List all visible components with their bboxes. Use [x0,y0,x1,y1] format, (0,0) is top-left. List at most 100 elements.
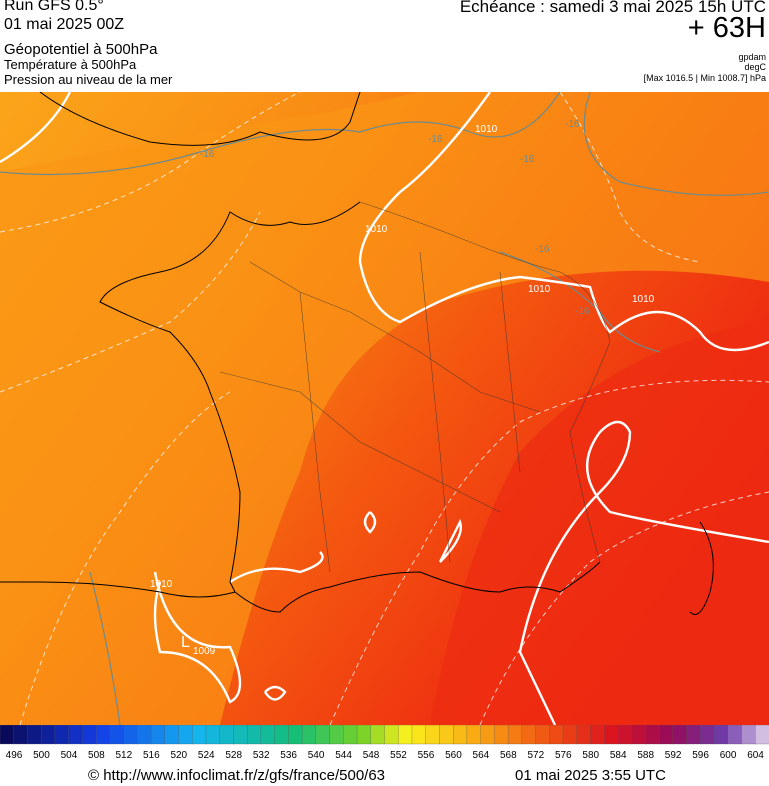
color-swatch [411,725,427,745]
color-swatch [301,725,317,745]
color-swatch [562,725,578,745]
color-swatch [288,725,303,745]
color-swatch [329,725,344,745]
unit: gpdam [738,52,766,62]
temperature-isolines [0,92,769,725]
color-swatch [398,725,413,745]
lead-time: + 63H [687,12,766,44]
color-swatch [700,725,715,745]
color-swatch [260,725,276,745]
colorbar-label: 560 [445,750,462,761]
color-swatch [658,725,674,745]
color-swatch [356,725,372,745]
isobars [0,92,769,725]
colorbar-label: 568 [500,750,517,761]
colorbar-label: 500 [33,750,50,761]
isotherm-label: -16 [565,119,580,130]
color-swatch [535,725,550,745]
color-swatch [13,725,29,745]
colorbar-label: 544 [335,750,352,761]
colorbar-label: 532 [253,750,270,761]
color-swatch [507,725,523,745]
colorbar-label: 604 [747,750,764,761]
colorbar-label: 552 [390,750,407,761]
isobar-label: 1010 [632,294,655,305]
color-swatch [109,725,125,745]
colorbar-label: 528 [225,750,242,761]
field: Géopotentiel à 500hPa [4,41,158,58]
color-swatch [384,725,399,745]
color-swatch [713,725,729,745]
isotherms [0,92,769,725]
colorbar-label: 596 [692,750,709,761]
color-swatch [631,725,647,745]
colorbar-label: 520 [170,750,187,761]
map: 1010 1010 1010 1010 1010 1009 L -16 -16 … [0,92,769,725]
color-swatch [178,725,193,745]
color-swatch [150,725,166,745]
color-swatch [123,725,138,745]
isobar-label: 1009 [193,646,216,657]
color-swatch [315,725,331,745]
color-swatch [617,725,633,745]
colorbar-label: 508 [88,750,105,761]
colorbar-label: 556 [418,750,435,761]
forecast: Echéance : samedi 3 mai 2025 15h UTC [459,0,766,16]
color-swatch [41,725,56,745]
color-swatch [576,725,592,745]
run-date: 01 mai 2025 00Z [4,16,125,33]
color-swatch [549,725,564,745]
color-swatch [274,725,290,745]
colorbar-label: 524 [198,750,215,761]
color-swatch [453,725,468,745]
color-swatch [205,725,221,745]
colorbar: 496 500 504 508 512 516 520 524 528 532 536 540 544 5… [0,725,769,761]
color-swatch [164,725,180,745]
colorbar-label: 580 [582,750,599,761]
colorbar-label: 496 [6,750,23,761]
colorbar-label: 540 [308,750,325,761]
color-swatch [82,725,97,745]
colorbar-label: 504 [61,750,78,761]
colorbar-label: 564 [473,750,490,761]
color-swatch [645,725,660,745]
isobar-label: 1010 [150,579,173,590]
color-swatch [233,725,248,745]
colorbar-label: 600 [720,750,737,761]
colorbar-label: 584 [610,750,627,761]
color-swatch [480,725,496,745]
isotherm-label: -16 [575,306,590,317]
color-swatch [604,725,619,745]
isobar-label: 1010 [528,284,551,295]
colorbar-label: 588 [637,750,654,761]
color-swatch [425,725,441,745]
color-swatch [68,725,84,745]
color-swatch [343,725,358,745]
isotherm-label: -16 [200,149,215,160]
isotherm-label: -16 [535,244,550,255]
color-swatch [494,725,509,745]
color-swatch [466,725,482,745]
color-swatch [672,725,688,745]
color-swatch [741,725,756,745]
isobar-label: 1010 [475,124,498,135]
pressure: Pression au niveau de la mer [4,72,173,87]
isobar-label: 1010 [365,224,388,235]
color-swatch [192,725,207,745]
field-band [430,322,769,725]
colorbar-label: 516 [143,750,160,761]
isotherm-label: -16 [428,134,443,145]
low-marker: L [181,634,190,651]
color-swatch [247,725,262,745]
field-band [0,92,769,725]
color-swatch [727,725,743,745]
color-swatch [219,725,235,745]
color-swatch [137,725,152,745]
colorbar-label: 512 [116,750,133,761]
colorbar-label: 548 [363,750,380,761]
color-swatch [0,725,15,745]
contour-labels: 1010 1010 1010 1010 1010 1009 L -16 -16 … [150,119,655,657]
color-swatch [686,725,701,745]
colorbar-label: 536 [280,750,297,761]
